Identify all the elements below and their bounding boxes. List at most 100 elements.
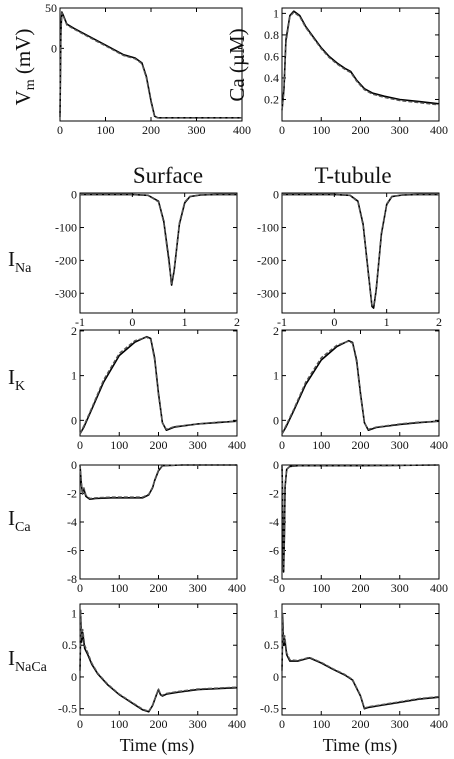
ik_s-panel: 0 100 200 300 400 0 1 2 <box>71 324 246 452</box>
ik_t-ytick-label: 1 <box>273 369 279 383</box>
ica_t-xtick-label: 200 <box>352 581 370 595</box>
vm-series-solid <box>59 11 242 119</box>
inaca_t-series-solid <box>281 619 440 710</box>
vm-xtick-label: 0 <box>57 123 63 137</box>
ik_s-series-solid <box>79 335 238 435</box>
ica_s-xtick-label: 300 <box>189 581 207 595</box>
inaca_t-ytick-label: 1 <box>273 607 279 621</box>
ica_t-ytick-label: -4 <box>269 515 279 529</box>
row-label-inaca: INaCa <box>8 646 48 675</box>
ina_s-panel: -1 0 1 2 0 -100 -200 -300 <box>55 188 240 329</box>
vm-series-dashed <box>59 12 242 119</box>
ca-series-dashed <box>281 11 440 111</box>
inaca_s-ytick-label: 0.5 <box>62 638 77 652</box>
row-label-ik: IK <box>8 365 25 394</box>
ca-ytick-label: 0.4 <box>264 71 279 85</box>
ina_s-xtick-label: 2 <box>234 315 240 329</box>
ca-ytick-label: 0.6 <box>264 49 279 63</box>
vm-ytick-label: 0 <box>51 41 57 55</box>
ik_s-xtick-label: 400 <box>228 438 246 452</box>
vm-xtick-label: 200 <box>142 123 160 137</box>
ik_s-ytick-label: 1 <box>71 369 77 383</box>
ttubule-column-title: T-tubule <box>314 163 391 188</box>
ica_t-series-dashed <box>281 464 440 570</box>
xlabel-surface: Time (ms) <box>120 735 195 756</box>
ik_t-xtick-label: 400 <box>430 438 448 452</box>
ik_s-xtick-label: 300 <box>189 438 207 452</box>
inaca_s-xtick-label: 0 <box>77 717 83 731</box>
ica_t-xtick-label: 400 <box>430 581 448 595</box>
row-label-ina: INa <box>8 247 32 276</box>
ca-ytick-label: 0.8 <box>264 28 279 42</box>
ica_t-xtick-label: 100 <box>312 581 330 595</box>
ica_s-ytick-label: -2 <box>67 487 77 501</box>
ina_s-axes-frame <box>79 192 238 314</box>
ina_t-xtick-label: 1 <box>384 315 390 329</box>
ik_t-ytick-label: 0 <box>273 413 279 427</box>
ina_t-xtick-label: -1 <box>277 315 287 329</box>
ik_t-xtick-label: 100 <box>312 438 330 452</box>
ina_t-xtick-label: 2 <box>436 315 442 329</box>
ina_s-series-dashed <box>80 193 237 285</box>
ina_s-xtick-label: 1 <box>182 315 188 329</box>
inaca_s-series-solid <box>79 619 238 713</box>
inaca_s-xtick-label: 300 <box>189 717 207 731</box>
ica_s-xtick-label: 200 <box>150 581 168 595</box>
inaca_s-ytick-label: -0.5 <box>58 702 77 716</box>
ica_s-ytick-label: -8 <box>67 572 77 586</box>
ca-xtick-label: 0 <box>279 123 285 137</box>
ca-xtick-label: 200 <box>352 123 370 137</box>
ina_s-ytick-label: 0 <box>71 188 77 202</box>
inaca_t-xtick-label: 300 <box>391 717 409 731</box>
ica_s-ytick-label: -6 <box>67 544 77 558</box>
ica_s-ytick-label: -4 <box>67 515 77 529</box>
ik_t-series-dashed <box>281 340 440 435</box>
ina_s-ytick-label: -300 <box>55 286 77 300</box>
ica_t-xtick-label: 300 <box>391 581 409 595</box>
xlabel-ttubule: Time (ms) <box>323 735 398 756</box>
ica_t-ytick-label: -8 <box>269 572 279 586</box>
ik_s-xtick-label: 0 <box>77 438 83 452</box>
ina_t-ytick-label: -300 <box>257 286 279 300</box>
ina_s-xtick-label: 0 <box>129 315 135 329</box>
ca-ylabel: Ca (µM) <box>225 28 249 101</box>
ica_t-ytick-label: 0 <box>273 458 279 472</box>
vm-xtick-label: 300 <box>188 123 206 137</box>
ica_t-panel: 0 100 200 300 400 0 -2 -4 -6 -8 <box>269 458 448 595</box>
ina_t-axes-frame <box>281 192 440 314</box>
inaca_t-ytick-label: 0.5 <box>264 638 279 652</box>
ik_s-xtick-label: 100 <box>110 438 128 452</box>
ina_t-xtick-label: 0 <box>331 315 337 329</box>
inaca_s-series-dashed <box>79 609 238 712</box>
vm-xtick-label: 400 <box>233 123 251 137</box>
ica_s-xtick-label: 100 <box>110 581 128 595</box>
ca-xtick-label: 100 <box>312 123 330 137</box>
ica_t-ytick-label: -2 <box>269 487 279 501</box>
inaca_s-ytick-label: 1 <box>71 607 77 621</box>
inaca_t-xtick-label: 400 <box>430 717 448 731</box>
ica_s-xtick-label: 400 <box>228 581 246 595</box>
inaca_t-xtick-label: 0 <box>279 717 285 731</box>
ica_t-axes-frame <box>281 464 440 580</box>
vm-ytick-label: 50 <box>45 1 57 15</box>
inaca_s-axes-frame <box>79 603 238 716</box>
ina_t-ytick-label: 0 <box>273 188 279 202</box>
ica_s-xtick-label: 0 <box>77 581 83 595</box>
ca-ytick-label: 0.2 <box>264 92 279 106</box>
ina_t-series-solid <box>282 193 439 309</box>
ik_t-panel: 0 100 200 300 400 0 1 2 <box>273 324 448 452</box>
inaca_s-xtick-label: 100 <box>110 717 128 731</box>
ca-panel: 0 100 200 300 400 0.2 0.4 0.6 0.8 1 <box>264 6 448 137</box>
inaca_t-ytick-label: 0 <box>273 670 279 684</box>
ik_t-xtick-label: 200 <box>352 438 370 452</box>
ina_t-ytick-label: -200 <box>257 253 279 267</box>
surface-column-title: Surface <box>133 163 203 188</box>
ca-xtick-label: 300 <box>391 123 409 137</box>
ik_s-ytick-label: 2 <box>71 324 77 338</box>
inaca_t-xtick-label: 100 <box>312 717 330 731</box>
ca-xtick-label: 400 <box>430 123 448 137</box>
